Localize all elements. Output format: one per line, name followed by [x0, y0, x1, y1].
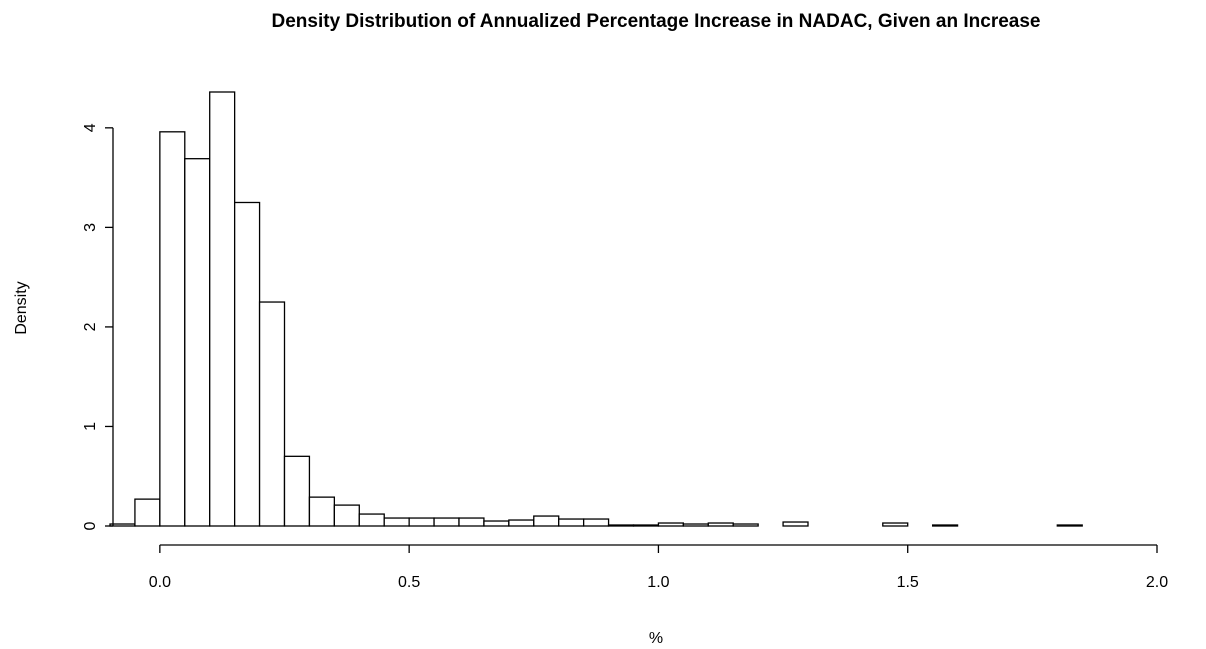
bar	[632, 524, 660, 527]
bar	[458, 517, 485, 527]
x-tick-label: 1.0	[647, 574, 669, 591]
x-tick-label: 0.5	[398, 574, 420, 591]
x-axis-label: %	[649, 630, 663, 647]
bar	[308, 496, 336, 527]
bar	[258, 301, 286, 527]
bar	[184, 158, 211, 527]
bar	[682, 523, 709, 527]
y-tick-label: 2	[82, 322, 99, 331]
bar	[1056, 524, 1083, 527]
y-axis-label: Density	[13, 281, 30, 334]
bar	[607, 524, 635, 527]
chart-title: Density Distribution of Annualized Perce…	[272, 11, 1041, 32]
bar	[358, 513, 385, 527]
bar	[782, 521, 809, 527]
bar	[558, 518, 585, 527]
y-tick-label: 0	[82, 521, 99, 530]
bar	[159, 131, 186, 527]
bar	[732, 523, 759, 527]
bar	[483, 520, 510, 527]
bar	[109, 523, 136, 527]
bar	[433, 517, 460, 527]
bar	[533, 515, 560, 527]
bar	[283, 455, 311, 527]
bar	[383, 517, 410, 527]
y-tick-label: 1	[82, 422, 99, 431]
bar	[707, 522, 734, 527]
bar	[657, 522, 685, 527]
bar	[582, 518, 610, 527]
x-tick-label: 2.0	[1146, 574, 1168, 591]
bar	[333, 504, 360, 527]
bar	[233, 201, 261, 527]
y-tick-label: 4	[82, 123, 99, 132]
bar	[508, 519, 535, 527]
bar	[209, 91, 236, 527]
bar	[882, 522, 909, 527]
x-tick-label: 1.5	[897, 574, 919, 591]
y-tick-label: 3	[82, 223, 99, 232]
bar	[931, 524, 959, 527]
bar	[408, 517, 435, 527]
x-tick-label: 0.0	[149, 574, 171, 591]
bar	[134, 498, 161, 527]
